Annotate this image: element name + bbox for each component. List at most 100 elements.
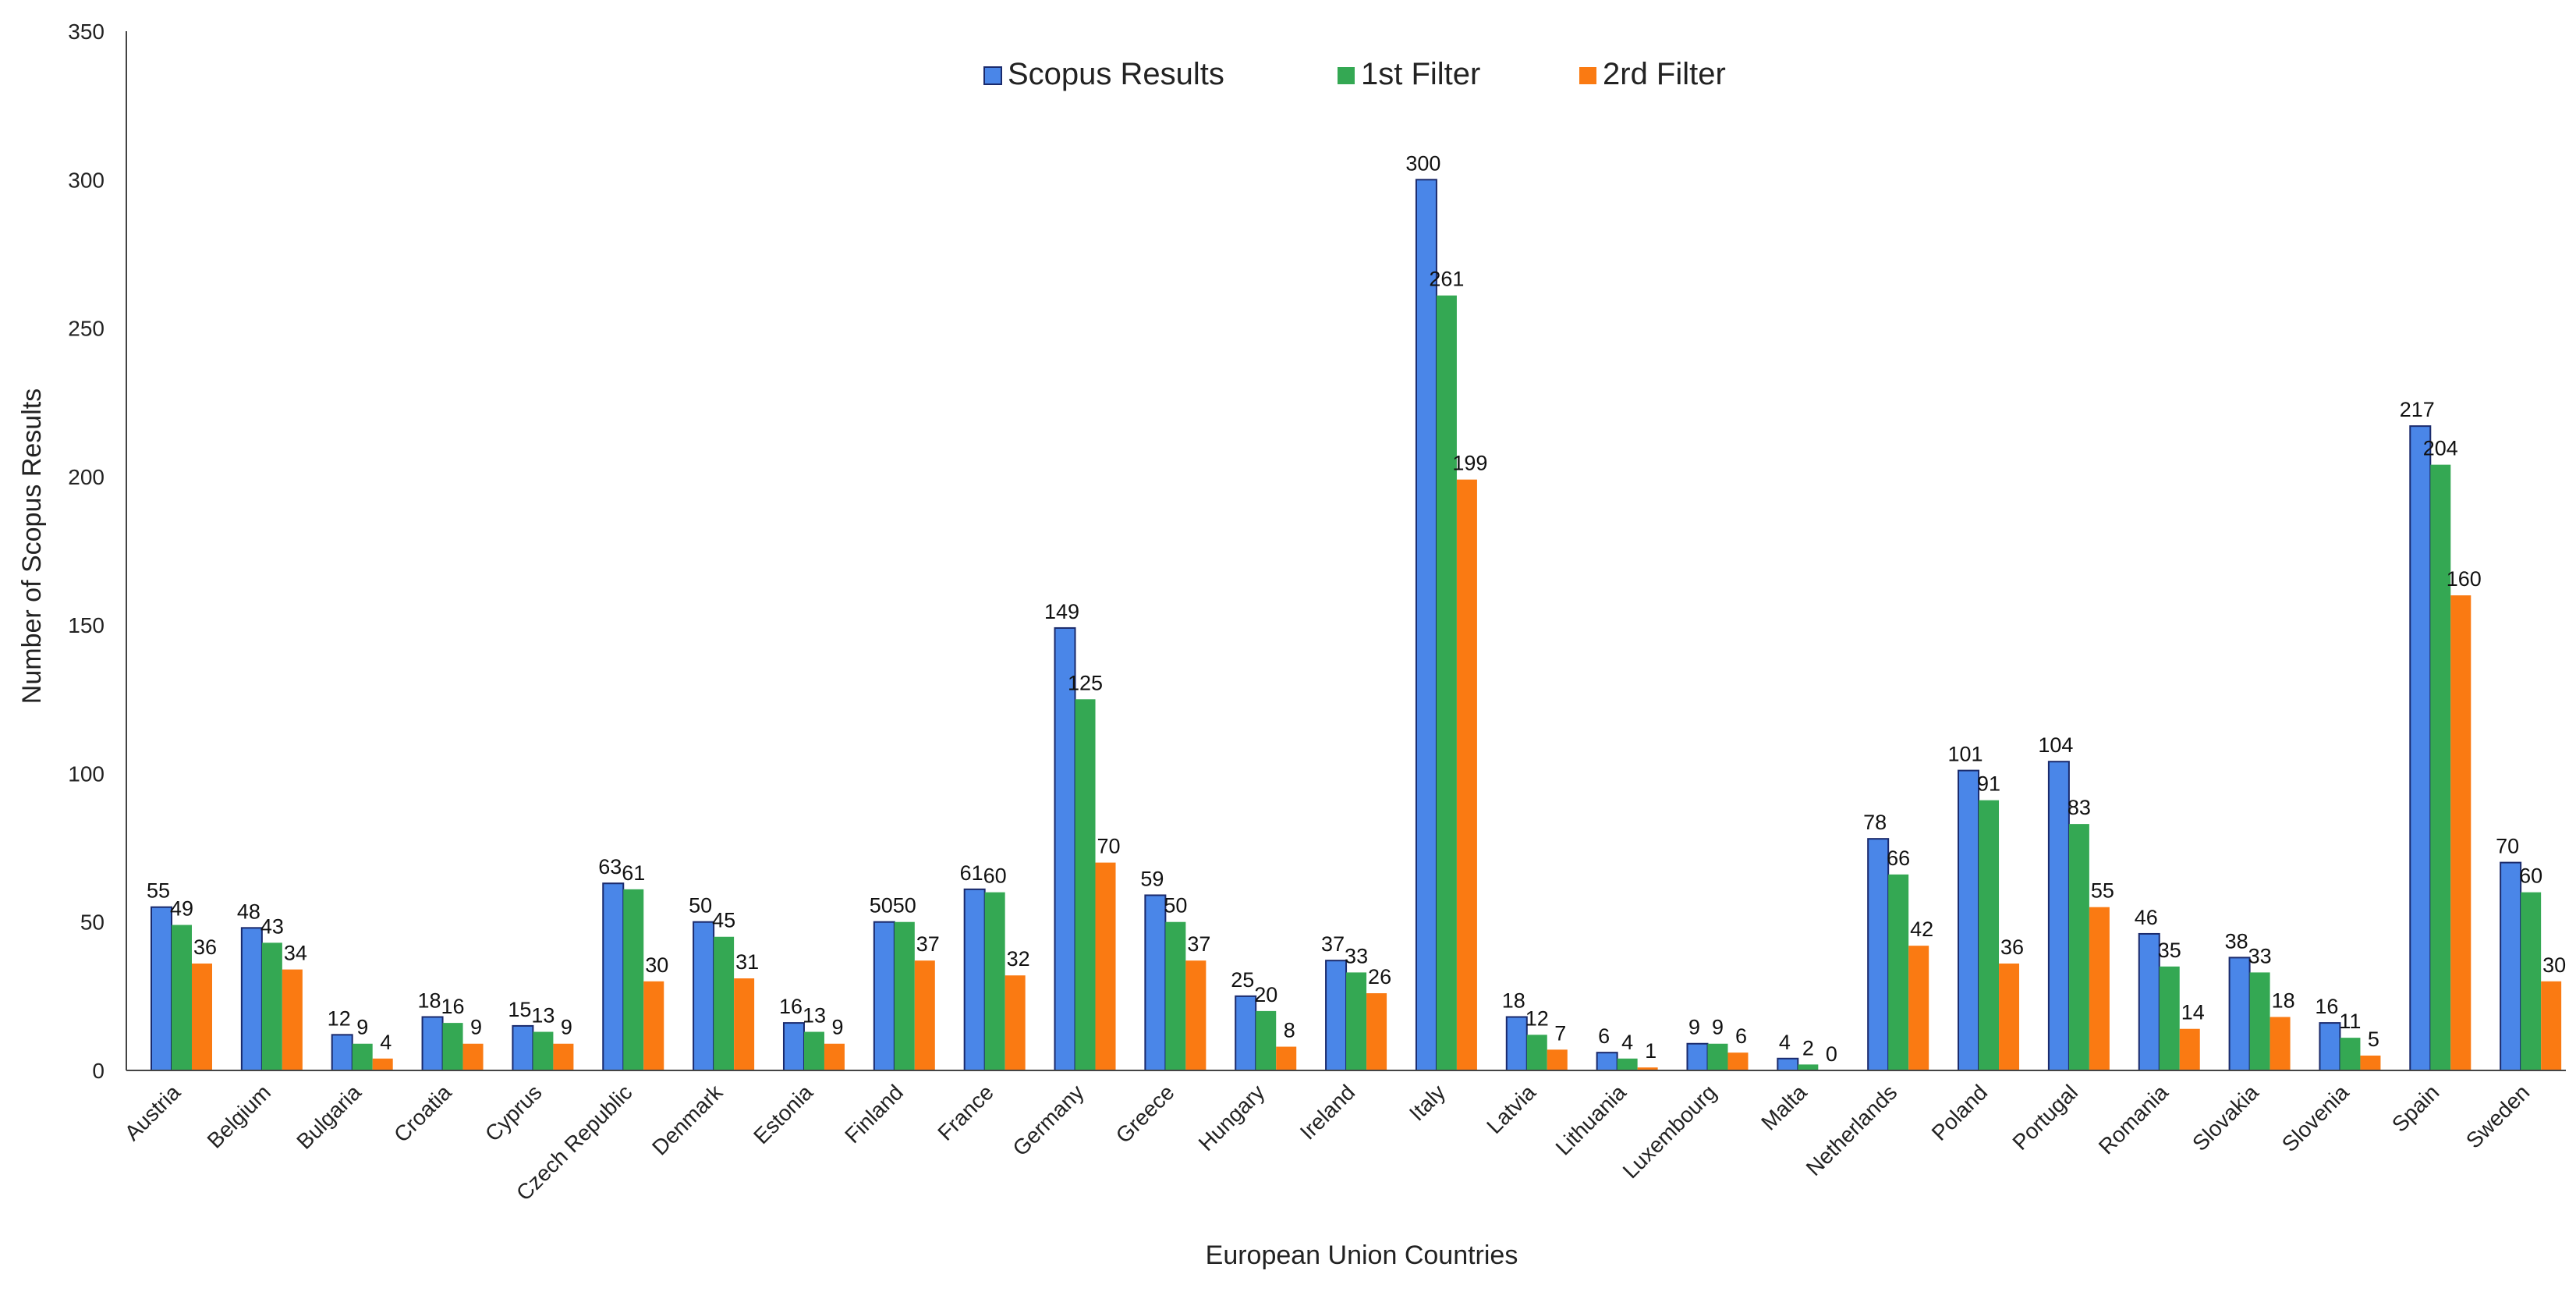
data-label-second-filter: 9 [561,1016,572,1039]
data-label-second-filter: 36 [193,935,217,959]
data-label-second-filter: 32 [1007,947,1030,971]
bar-scopus [1867,838,1890,1071]
data-label-first-filter: 204 [2423,437,2458,460]
data-label-first-filter: 50 [1164,894,1187,918]
bar-scopus [2319,1022,2341,1071]
data-label-second-filter: 42 [1910,918,1933,941]
bar-scopus [2138,932,2160,1071]
bar-scopus [240,927,263,1071]
bar-scopus [331,1034,353,1071]
bar-first-filter [2430,464,2451,1070]
data-label-second-filter: 36 [2000,935,2024,959]
data-label-scopus: 15 [508,998,531,1021]
data-label-second-filter: 34 [284,942,307,965]
category-label: Lithuania [1551,1080,1632,1160]
bar-scopus [421,1016,444,1072]
bar-second-filter [734,978,755,1070]
bar-first-filter [2068,824,2089,1070]
bar-second-filter [1908,946,1929,1070]
category-label: Austria [120,1080,186,1145]
bar-second-filter [2360,1055,2381,1070]
data-label-first-filter: 9 [1712,1016,1724,1039]
category-label: Croatia [389,1080,456,1147]
data-label-first-filter: 13 [531,1004,555,1028]
bar-scopus [1325,960,1348,1072]
data-label-first-filter: 261 [1429,268,1464,291]
data-label-second-filter: 18 [2272,989,2295,1012]
bar-second-filter [282,969,303,1070]
category-label: Greece [1111,1080,1179,1148]
bar-first-filter [261,942,282,1070]
bar-second-filter [643,981,664,1070]
category-label: Netherlands [1802,1080,1902,1180]
legend-label-second-filter: 2rd Filter [1603,57,1726,91]
data-label-scopus: 63 [598,855,622,878]
bar-first-filter [442,1023,463,1070]
category-label: Slovenia [2277,1080,2354,1156]
data-label-scopus: 4 [1779,1031,1791,1054]
bar-second-filter [553,1043,574,1070]
legend-label-first-filter: 1st Filter [1361,57,1480,91]
bar-scopus [1144,894,1167,1072]
category-label: Italy [1405,1080,1450,1125]
data-label-scopus: 16 [2315,995,2338,1018]
bar-first-filter [1707,1043,1728,1070]
data-label-second-filter: 26 [1368,965,1391,989]
data-label-first-filter: 4 [1621,1031,1633,1054]
data-label-scopus: 300 [1405,151,1440,175]
category-label: Bulgaria [292,1080,366,1154]
category-label: Finland [840,1080,908,1148]
data-label-scopus: 101 [1948,743,1983,766]
category-label: Latvia [1482,1080,1540,1138]
bar-second-filter [2450,595,2471,1070]
data-label-scopus: 12 [328,1006,351,1030]
legend-label-scopus: Scopus Results [1008,57,1224,91]
x-axis-title: European Union Countries [1206,1241,1518,1270]
category-label: Estonia [749,1080,817,1148]
data-label-first-filter: 12 [1525,1006,1549,1030]
data-label-first-filter: 35 [2158,939,2181,962]
bar-first-filter [714,936,735,1070]
category-label: Portugal [2007,1080,2082,1155]
data-label-first-filter: 33 [1345,944,1368,967]
bar-first-filter [1979,800,2000,1070]
data-label-second-filter: 37 [1187,932,1210,956]
bar-second-filter [1276,1046,1297,1070]
bar-second-filter [1727,1052,1749,1070]
data-label-scopus: 217 [2400,398,2435,421]
bar-first-filter [623,889,644,1070]
data-label-scopus: 149 [1044,600,1079,623]
category-label: France [933,1080,998,1145]
bar-first-filter [2159,966,2180,1070]
bar-first-filter [1075,699,1096,1070]
data-label-first-filter: 13 [803,1004,826,1028]
category-label: Ireland [1295,1080,1359,1144]
data-label-scopus: 59 [1140,867,1164,890]
category-label: Hungary [1194,1080,1270,1155]
data-label-scopus: 70 [2496,835,2519,858]
bar-scopus [2409,425,2432,1071]
data-label-scopus: 61 [960,861,983,885]
data-label-first-filter: 49 [170,897,193,921]
bar-first-filter [1165,921,1186,1070]
bar-first-filter [1436,295,1457,1070]
data-label-second-filter: 55 [2091,879,2114,903]
y-tick-label: 250 [68,317,105,341]
data-label-first-filter: 43 [260,914,284,938]
bar-second-filter [1005,975,1026,1070]
data-label-scopus: 9 [1688,1016,1700,1039]
bar-second-filter [914,960,935,1070]
y-tick-label: 50 [80,910,105,935]
data-label-second-filter: 9 [831,1016,843,1039]
category-label: Denmark [647,1080,728,1160]
category-label: Belgium [203,1080,275,1152]
bar-second-filter [462,1043,484,1070]
bar-scopus [782,1022,805,1071]
data-label-first-filter: 20 [1254,983,1277,1006]
data-label-second-filter: 7 [1554,1021,1566,1045]
bar-second-filter [2179,1028,2200,1070]
data-label-second-filter: 31 [735,950,759,974]
data-label-scopus: 50 [689,894,712,918]
category-label: Luxembourg [1618,1080,1721,1183]
bar-second-filter [1185,960,1207,1070]
